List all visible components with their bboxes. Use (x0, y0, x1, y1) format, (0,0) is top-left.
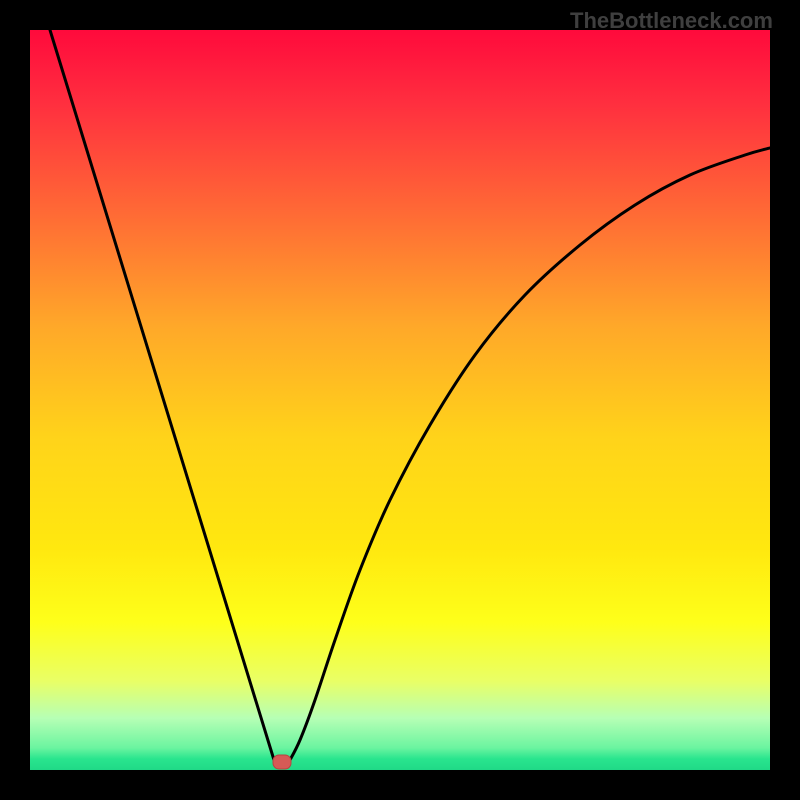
curve-right-branch (290, 148, 770, 760)
plot-svg (30, 30, 770, 770)
optimal-point-marker (273, 755, 291, 769)
chart-root: TheBottleneck.com (0, 0, 800, 800)
curve-left-branch (50, 30, 274, 760)
watermark-text: TheBottleneck.com (570, 8, 773, 34)
plot-area (30, 30, 770, 770)
